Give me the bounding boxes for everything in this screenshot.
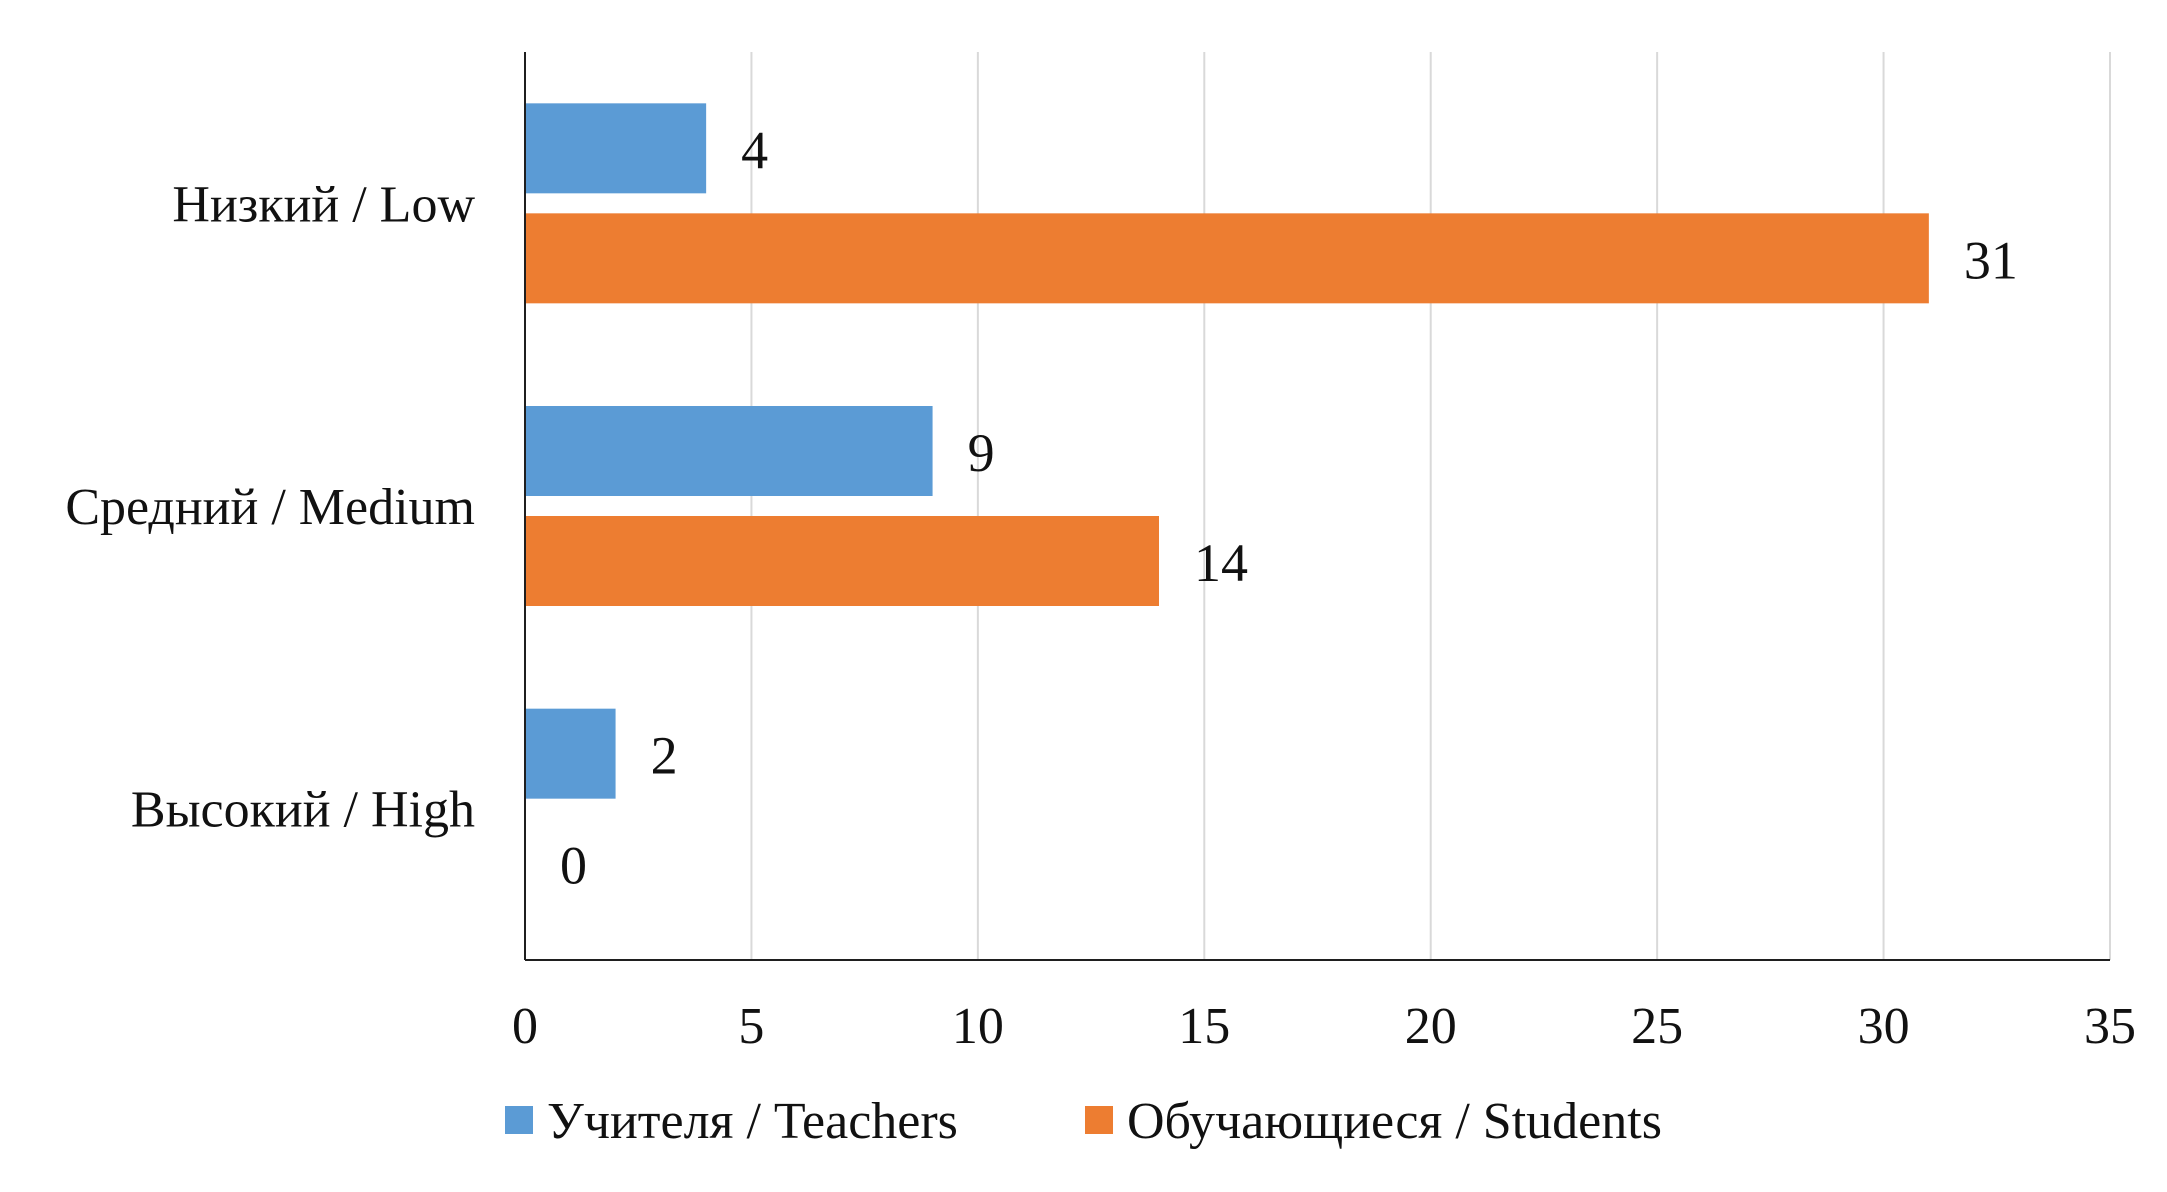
data-labels: 4 31 9 14 2 0	[560, 120, 2018, 895]
data-label: 31	[1964, 230, 2018, 290]
category-label: Средний / Medium	[65, 479, 475, 536]
bar-teachers	[525, 708, 616, 799]
legend: Учителя / Teachers Обучающиеся / Students	[505, 1093, 1662, 1150]
bar-students	[525, 213, 1929, 304]
bar-teachers	[525, 406, 933, 496]
x-tick-label: 30	[1858, 998, 1910, 1055]
bar-teachers	[525, 103, 707, 194]
data-label: 14	[1194, 533, 1248, 593]
x-tick-label: 15	[1178, 998, 1230, 1055]
x-tick-label: 25	[1631, 998, 1683, 1055]
legend-swatch	[1085, 1106, 1113, 1134]
gridlines	[750, 52, 2111, 960]
legend-label: Учителя / Teachers	[547, 1093, 958, 1150]
x-tick-label: 35	[2084, 998, 2136, 1055]
x-tick-label: 0	[512, 998, 538, 1055]
x-tick-labels: 0 5 10 15 20 25 30 35	[512, 998, 2136, 1055]
category-labels: Низкий / Low Средний / Medium Высокий / Hi…	[65, 176, 475, 838]
x-tick-label: 20	[1405, 998, 1457, 1055]
data-label: 4	[741, 120, 768, 180]
data-label: 2	[651, 726, 678, 786]
bar-students	[525, 516, 1159, 606]
data-label: 0	[560, 836, 587, 896]
legend-label: Обучающиеся / Students	[1127, 1093, 1662, 1150]
x-tick-label: 10	[952, 998, 1004, 1055]
data-label: 9	[968, 423, 995, 483]
x-tick-label: 5	[738, 998, 764, 1055]
category-label: Низкий / Low	[172, 176, 475, 233]
category-label: Высокий / High	[131, 782, 475, 839]
bars	[525, 103, 1929, 799]
legend-swatch	[505, 1106, 533, 1134]
axes	[524, 52, 2110, 961]
